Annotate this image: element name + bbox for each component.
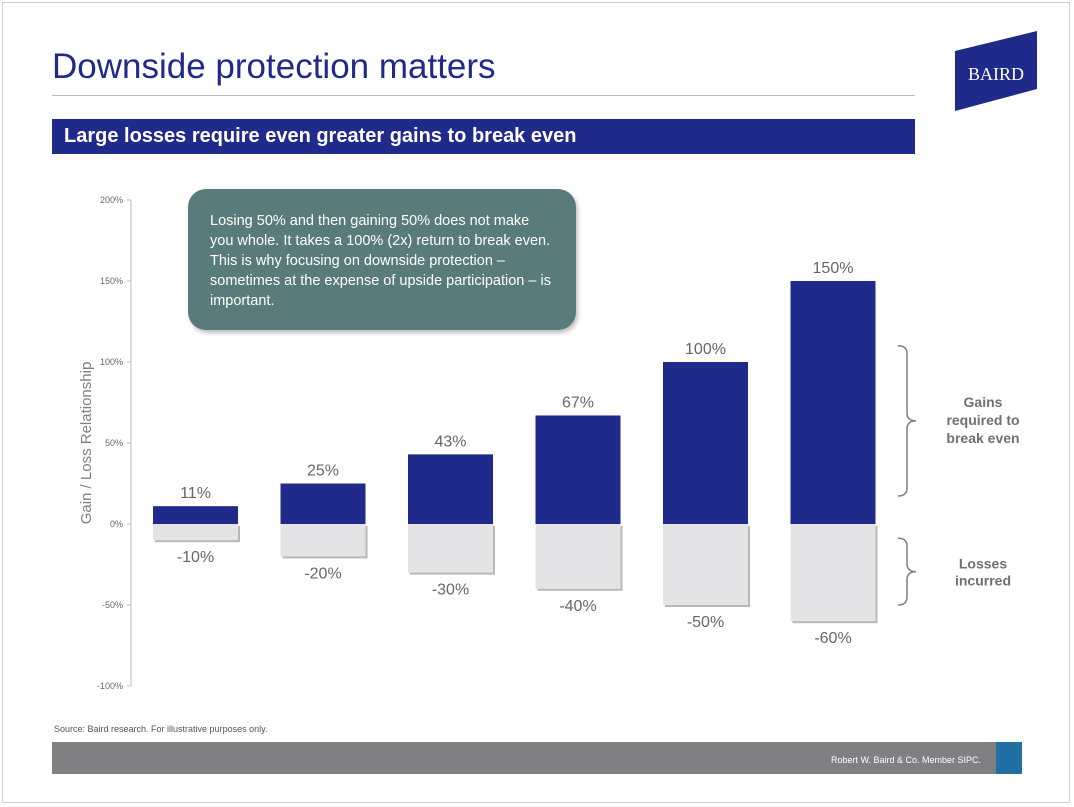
loss-bar <box>790 524 876 622</box>
baird-logo: BAIRD <box>955 31 1037 111</box>
loss-value-label: -30% <box>432 582 469 599</box>
y-tick-label: 200% <box>100 195 123 205</box>
footer-text: Robert W. Baird & Co. Member SIPC. <box>830 755 981 765</box>
loss-value-label: -40% <box>559 598 596 615</box>
y-tick-label: 100% <box>100 357 123 367</box>
losses-annotation-line: incurred <box>955 573 1011 589</box>
callout-box: Losing 50% and then gaining 50% does not… <box>188 189 576 330</box>
gain-value-label: 150% <box>813 260 854 277</box>
losses-annotation-line: Losses <box>959 556 1007 572</box>
logo-text: BAIRD <box>968 64 1024 84</box>
y-tick-label: 150% <box>100 276 123 286</box>
gain-value-label: 43% <box>434 433 466 450</box>
gain-bar <box>153 506 238 524</box>
chart: 200% 150% 100% 50% 0% -50% -100% Gain / Loss Re… <box>78 195 1020 691</box>
gain-value-label: 11% <box>180 485 211 502</box>
loss-value-label: -20% <box>304 565 341 582</box>
y-axis-title: Gain / Loss Relationship <box>78 362 95 525</box>
page-title: Downside protection matters <box>52 47 496 86</box>
y-tick-label: -50% <box>102 600 123 610</box>
loss-bar <box>408 524 493 573</box>
footer-accent <box>996 742 1022 774</box>
gain-bar <box>280 483 366 524</box>
gain-value-label: 100% <box>685 341 726 358</box>
source-note: Source: Baird research. For illustrative… <box>54 724 268 734</box>
gain-bar <box>663 362 748 524</box>
loss-value-label: -50% <box>687 614 724 631</box>
gain-bar <box>408 454 493 524</box>
title-divider <box>52 95 915 96</box>
subtitle-banner: Large losses require even greater gains … <box>52 119 915 154</box>
callout-text: Losing 50% and then gaining 50% does not… <box>210 213 551 309</box>
gains-annotation-line: Gains <box>964 394 1003 410</box>
gain-value-label: 25% <box>307 463 339 480</box>
y-tick-label: 50% <box>105 438 123 448</box>
gains-annotation-line: required to <box>946 412 1019 428</box>
loss-bar <box>280 524 366 557</box>
y-tick-label: 0% <box>110 519 123 529</box>
loss-value-label: -60% <box>814 630 851 647</box>
loss-bar <box>153 524 238 541</box>
loss-bar <box>535 524 621 589</box>
gains-brace <box>897 345 917 497</box>
y-tick-label: -100% <box>97 681 123 691</box>
footer-bar <box>52 742 1022 774</box>
gain-bar <box>535 415 621 524</box>
gains-annotation-line: break even <box>946 430 1019 446</box>
loss-bar <box>663 524 748 605</box>
loss-value-label: -10% <box>177 549 214 566</box>
gain-bar <box>790 281 876 524</box>
losses-brace <box>897 537 917 606</box>
subtitle: Large losses require even greater gains … <box>64 125 577 147</box>
gain-value-label: 67% <box>562 394 594 411</box>
